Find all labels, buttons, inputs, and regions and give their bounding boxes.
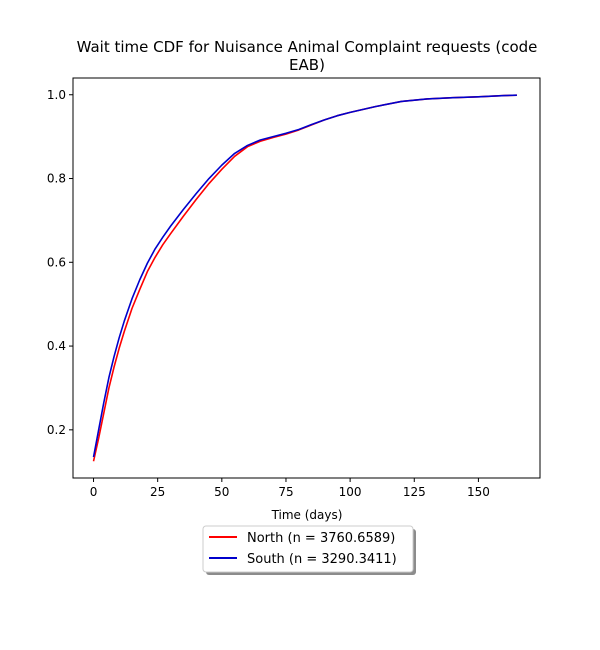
y-tick-label: 0.8 [47,172,66,186]
x-tick-label: 0 [90,485,98,499]
y-tick-label: 1.0 [47,88,66,102]
x-tick-label: 50 [214,485,229,499]
series-line-1 [92,94,517,458]
legend: North (n = 3760.6589) South (n = 3290.34… [202,525,416,575]
y-axis: 0.2 0.4 0.6 0.8 1.0 [47,88,73,437]
x-tick-label: 100 [339,485,362,499]
y-tick-label: 0.2 [47,423,66,437]
x-axis: 0 25 50 75 100 125 150 [90,478,490,499]
y-tick-label: 0.4 [47,339,66,353]
x-tick-label: 150 [467,485,490,499]
x-axis-label: Time (days) [271,508,343,522]
plot-area [73,78,540,478]
series-layer [92,94,517,462]
x-tick-label: 75 [278,485,293,499]
legend-label-south: South (n = 3290.3411) [247,552,397,567]
chart-title-line-1: Wait time CDF for Nuisance Animal Compla… [77,38,538,56]
legend-label-north: North (n = 3760.6589) [247,531,395,546]
chart-title-line-2: EAB) [289,56,325,74]
plot-frame [72,77,541,479]
x-tick-label: 25 [150,485,165,499]
y-tick-label: 0.6 [47,255,66,269]
x-tick-label: 125 [403,485,426,499]
legend-box [202,525,414,573]
